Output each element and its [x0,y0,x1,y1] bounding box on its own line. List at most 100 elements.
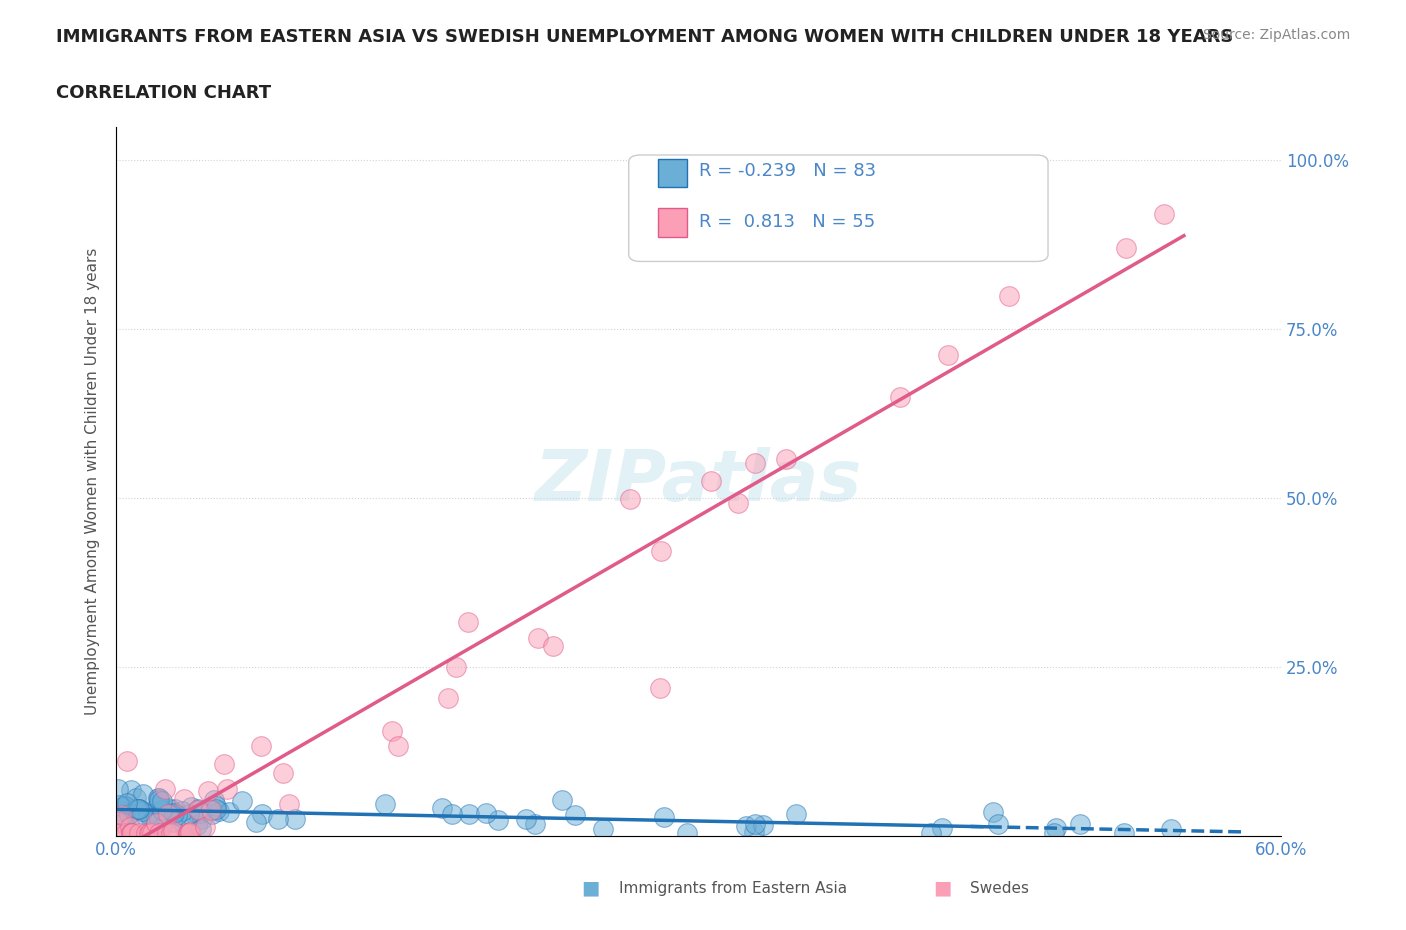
Point [436,691,458,706]
Point [176,826,198,841]
Point [266,811,288,826]
Point [441,806,464,821]
Point [186,817,208,832]
Point [120,826,142,841]
Point [128,802,150,817]
Point [215,782,238,797]
Point [111,799,134,814]
Point [166,808,188,823]
Point [592,822,614,837]
Point [159,802,181,817]
Point [125,801,148,816]
Point [231,794,253,809]
Text: R =  0.813   N = 55: R = 0.813 N = 55 [699,213,875,232]
Point [191,812,214,827]
Point [162,823,184,838]
Point [524,817,547,831]
Point [179,825,201,840]
Text: R = -0.239   N = 83: R = -0.239 N = 83 [699,162,876,179]
Text: Source: ZipAtlas.com: Source: ZipAtlas.com [1202,28,1350,42]
Point [284,811,307,826]
Text: ■: ■ [932,879,952,897]
Point [700,473,723,488]
Y-axis label: Unemployment Among Women with Children Under 18 years: Unemployment Among Women with Children U… [86,247,100,715]
Point [515,812,537,827]
Point [564,807,586,822]
Point [744,817,766,831]
Point [120,782,142,797]
Point [619,491,641,506]
Point [118,819,141,834]
Point [187,803,209,817]
Point [127,813,149,828]
Point [112,816,135,830]
Point [197,783,219,798]
Point [145,812,167,827]
Point [1045,821,1067,836]
Point [177,826,200,841]
Point [179,807,201,822]
Point [162,805,184,820]
Point [121,826,143,841]
Point [200,803,222,817]
Text: Immigrants from Eastern Asia: Immigrants from Eastern Asia [619,881,846,896]
Point [936,348,959,363]
FancyBboxPatch shape [628,155,1047,261]
Point [146,799,169,814]
Point [727,496,749,511]
Bar [658,208,688,236]
Point [128,801,150,816]
Point [387,738,409,753]
Point [111,808,134,823]
Point [163,802,186,817]
Point [153,782,176,797]
Point [139,810,162,825]
Point [650,544,672,559]
Point [742,825,765,840]
Text: ■: ■ [581,879,600,897]
Point [157,807,180,822]
Point [458,806,481,821]
Point [148,826,170,841]
Point [125,790,148,805]
Point [150,818,173,833]
Point [173,791,195,806]
Point [541,638,564,653]
Point [148,790,170,805]
Point [676,826,699,841]
Point [208,804,231,818]
Point [889,390,911,405]
Point [648,680,671,695]
Point [156,826,179,841]
Point [1153,207,1175,222]
Point [188,806,211,821]
Point [148,790,170,805]
Point [132,787,155,802]
Point [114,799,136,814]
Point [205,802,228,817]
Point [111,804,134,818]
Point [170,804,193,818]
Point [108,798,131,813]
Point [250,738,273,753]
Point [190,821,212,836]
Point [271,766,294,781]
Point [998,288,1021,303]
Point [121,826,143,841]
Point [381,724,404,738]
Point [115,800,138,815]
Text: CORRELATION CHART: CORRELATION CHART [56,84,271,101]
Point [138,826,160,841]
Point [107,826,129,841]
Point [1069,817,1091,831]
Point [475,805,498,820]
Point [212,756,235,771]
Point [135,826,157,841]
Point [785,806,807,821]
Point [118,806,141,821]
Point [138,806,160,821]
Point [735,818,758,833]
Point [141,826,163,841]
Point [107,815,129,830]
Point [987,817,1010,831]
